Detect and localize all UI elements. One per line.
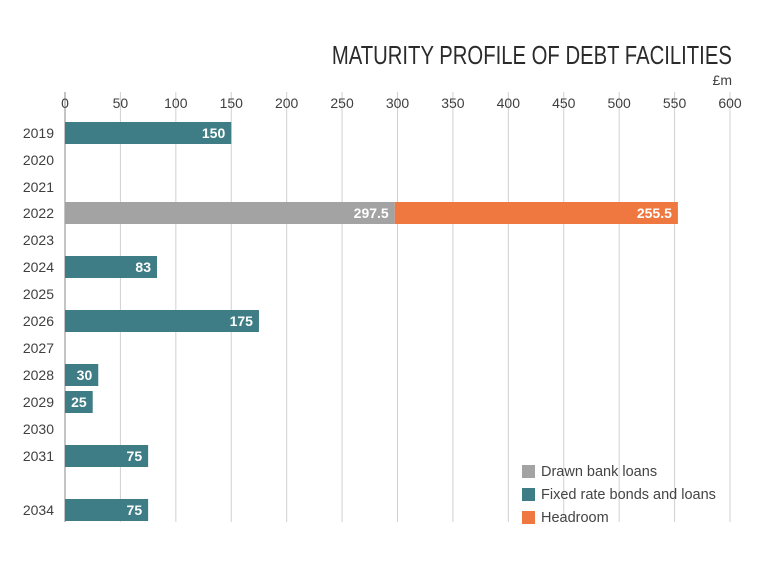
x-axis-ticks: 0 50 100 150 200 250 300 350 400 450 500 550 600 bbox=[61, 95, 742, 111]
bar-fixed-rate-bonds-and-loans-2029 bbox=[65, 391, 93, 413]
bar-drawn-bank-loans-2022 bbox=[65, 202, 395, 224]
category-label-2034: 2034 bbox=[23, 502, 54, 518]
x-tick-label-450: 450 bbox=[552, 95, 576, 111]
x-tick-label-400: 400 bbox=[497, 95, 521, 111]
legend-label-fixed: Fixed rate bonds and loans bbox=[541, 486, 716, 503]
bar-label-fixed-rate-bonds-and-loans-2031: 75 bbox=[127, 448, 143, 464]
bar-fixed-rate-bonds-and-loans-2024 bbox=[65, 256, 157, 278]
category-label-2031: 2031 bbox=[23, 448, 54, 464]
category-label-2025: 2025 bbox=[23, 286, 54, 302]
bar-label-fixed-rate-bonds-and-loans-2034: 75 bbox=[127, 502, 143, 518]
legend-swatch-headroom bbox=[522, 511, 535, 524]
bar-fixed-rate-bonds-and-loans-2031 bbox=[65, 445, 149, 467]
category-label-2028: 2028 bbox=[23, 367, 54, 383]
y-axis-categories: 2019 2020 2021 2022 2023 2024 2025 2026 2027 2028… bbox=[23, 125, 54, 518]
chart-title: MATURITY PROFILE OF DEBT FACILITIES bbox=[331, 40, 732, 70]
category-label-2026: 2026 bbox=[23, 313, 54, 329]
bar-label-fixed-rate-bonds-and-loans-2019: 150 bbox=[202, 125, 226, 141]
category-label-2024: 2024 bbox=[23, 259, 54, 275]
x-tick-label-200: 200 bbox=[275, 95, 299, 111]
legend-item-headroom: Headroom bbox=[522, 506, 716, 529]
chart-legend: Drawn bank loans Fixed rate bonds and lo… bbox=[522, 460, 716, 529]
bars bbox=[65, 122, 678, 521]
x-tick-label-150: 150 bbox=[220, 95, 244, 111]
x-tick-label-300: 300 bbox=[386, 95, 410, 111]
legend-swatch-drawn bbox=[522, 465, 535, 478]
bar-label-fixed-rate-bonds-and-loans-2029: 25 bbox=[71, 394, 87, 410]
bar-fixed-rate-bonds-and-loans-2028 bbox=[65, 364, 99, 386]
legend-label-drawn: Drawn bank loans bbox=[541, 463, 658, 480]
category-label-2020: 2020 bbox=[23, 152, 54, 168]
bar-label-fixed-rate-bonds-and-loans-2026: 175 bbox=[230, 313, 254, 329]
x-tick-label-350: 350 bbox=[441, 95, 465, 111]
bar-fixed-rate-bonds-and-loans-2019 bbox=[65, 122, 232, 144]
legend-item-fixed: Fixed rate bonds and loans bbox=[522, 483, 716, 506]
bar-fixed-rate-bonds-and-loans-2026 bbox=[65, 310, 259, 332]
category-label-2027: 2027 bbox=[23, 340, 54, 356]
legend-label-headroom: Headroom bbox=[541, 509, 609, 526]
bar-data-labels: 297.5 255.5 150 83 175 30 25 75 75 bbox=[71, 125, 672, 518]
legend-item-drawn: Drawn bank loans bbox=[522, 460, 716, 483]
x-tick-label-600: 600 bbox=[718, 95, 742, 111]
x-tick-label-250: 250 bbox=[330, 95, 354, 111]
bar-label-fixed-rate-bonds-and-loans-2024: 83 bbox=[135, 259, 151, 275]
category-label-2019: 2019 bbox=[23, 125, 54, 141]
category-label-2030: 2030 bbox=[23, 421, 54, 437]
bar-fixed-rate-bonds-and-loans-2034 bbox=[65, 499, 149, 521]
legend-swatch-fixed bbox=[522, 488, 535, 501]
bar-label-drawn-bank-loans-2022: 297.5 bbox=[354, 205, 389, 221]
bar-label-headroom-2022: 255.5 bbox=[637, 205, 672, 221]
gridlines bbox=[64, 92, 731, 522]
x-tick-label-100: 100 bbox=[164, 95, 188, 111]
x-axis-unit-label: £m bbox=[713, 72, 732, 88]
category-label-2021: 2021 bbox=[23, 179, 54, 195]
x-tick-label-500: 500 bbox=[607, 95, 631, 111]
x-tick-label-550: 550 bbox=[663, 95, 687, 111]
x-tick-label-0: 0 bbox=[61, 95, 69, 111]
category-label-2029: 2029 bbox=[23, 394, 54, 410]
category-label-2023: 2023 bbox=[23, 232, 54, 248]
category-label-2022: 2022 bbox=[23, 205, 54, 221]
x-tick-label-50: 50 bbox=[113, 95, 129, 111]
bar-label-fixed-rate-bonds-and-loans-2028: 30 bbox=[77, 367, 93, 383]
bar-headroom-2022 bbox=[394, 202, 678, 224]
